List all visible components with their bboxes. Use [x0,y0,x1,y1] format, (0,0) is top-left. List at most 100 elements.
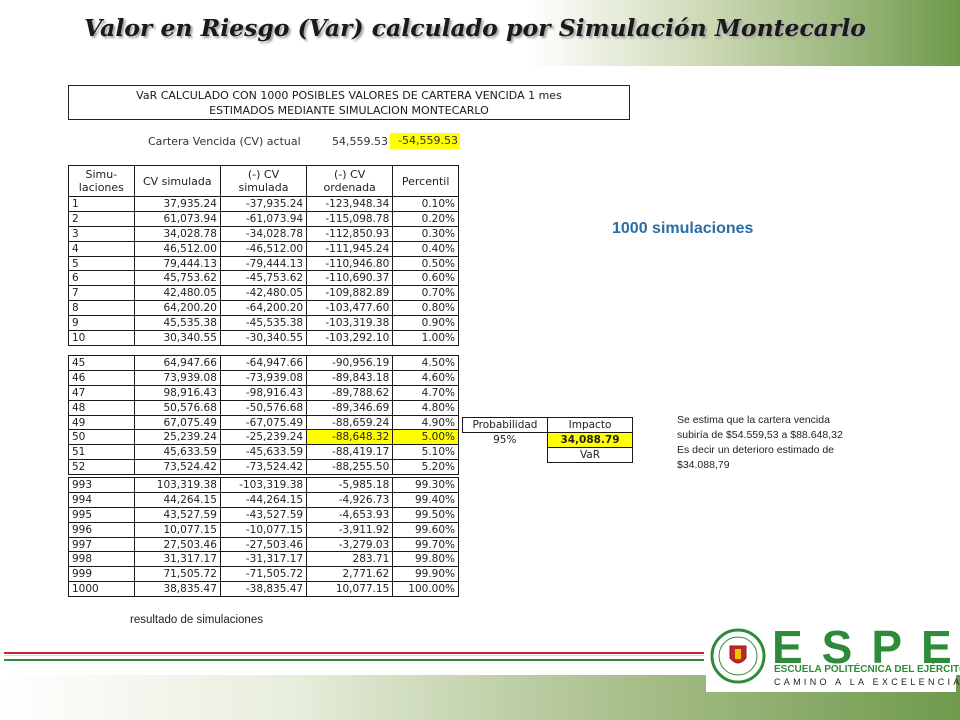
cell-neg-cv-ordenada: -88,659.24 [306,414,394,431]
cell-neg-cv-simulada: -73,939.08 [219,369,308,386]
note-line-4: $34.088,79 [677,459,730,471]
cell-neg-cv-ordenada: -3,279.03 [306,536,394,553]
cell-neg-cv-ordenada: -110,946.80 [306,255,394,272]
cell-cv-simulada: 45,753.62 [133,270,221,287]
cell-neg-cv-simulada: -31,317.17 [219,551,308,568]
cell-neg-cv-simulada: -98,916.43 [219,384,308,401]
cell-simulation: 997 [68,536,135,553]
cell-neg-cv-simulada: -30,340.55 [219,330,308,346]
cell-simulation: 2 [68,210,135,227]
table-row: 1 37,935.24 -37,935.24 -123,948.34 0.10% [68,196,459,212]
table-row: 46 73,939.08 -73,939.08 -89,843.18 4.60% [68,369,459,386]
stripe-red [4,652,704,654]
note-line-1: Se estima que la cartera vencida [677,414,830,426]
cell-cv-simulada: 38,835.47 [133,581,221,598]
cell-cv-simulada: 37,935.24 [133,196,221,212]
cell-simulation: 1 [68,196,135,212]
cell-percentil: 0.90% [392,315,459,332]
table-row: 6 45,753.62 -45,753.62 -110,690.37 0.60% [68,270,459,287]
cell-neg-cv-simulada: -73,524.42 [219,459,308,476]
cell-simulation: 1000 [68,581,135,598]
cell-cv-simulada: 44,264.15 [133,491,221,508]
cell-neg-cv-ordenada: -110,690.37 [306,270,394,287]
espe-logo-motto: CAMINO A LA EXCELENCIA [774,677,960,687]
cell-simulation: 9 [68,315,135,332]
cell-percentil: 0.40% [392,240,459,257]
cell-cv-simulada: 98,916.43 [133,384,221,401]
cell-percentil: 99.60% [392,521,459,538]
var-result-table: Probabilidad Impacto 95% 34,088.79 VaR [462,417,633,463]
probability-header: Probabilidad [462,417,548,433]
cell-percentil: 4.80% [392,399,459,416]
cell-neg-cv-ordenada: -89,788.62 [306,384,394,401]
espe-logo-subtitle: ESCUELA POLITÉCNICA DEL EJÉRCITO [774,664,960,675]
cell-cv-simulada: 10,077.15 [133,521,221,538]
cell-cv-simulada: 25,239.24 [133,429,221,446]
header-neg-cv-ordenada: (-) CV ordenada [306,165,394,197]
cell-cv-simulada: 79,444.13 [133,255,221,272]
table-row: 50 25,239.24 -25,239.24 -88,648.32 5.00% [68,429,459,446]
stripe-green [4,659,704,661]
cell-neg-cv-ordenada: -4,653.93 [306,506,394,523]
cell-percentil: 0.70% [392,285,459,302]
cell-cv-simulada: 30,340.55 [133,330,221,346]
cell-cv-simulada: 43,527.59 [133,506,221,523]
table-row: 10 30,340.55 -30,340.55 -103,292.10 1.00% [68,330,459,346]
cell-cv-simulada: 67,075.49 [133,414,221,431]
table-row: 2 61,073.94 -61,073.94 -115,098.78 0.20% [68,210,459,227]
cell-neg-cv-simulada: -38,835.47 [219,581,308,598]
simulation-rows-middle: 45 64,947.66 -64,947.66 -90,956.19 4.50% 46 73… [68,355,459,476]
cell-neg-cv-ordenada: -89,843.18 [306,369,394,386]
table-row: 996 10,077.15 -10,077.15 -3,911.92 99.60% [68,521,459,538]
espe-logo-wordmark: ESPE [772,621,960,673]
estimate-note: Se estima que la cartera vencida subiría… [677,413,907,473]
cell-percentil: 0.10% [392,196,459,212]
cell-neg-cv-ordenada: -88,419.17 [306,444,394,461]
simulation-rows-last: 993 103,319.38 -103,319.38 -5,985.18 99.30% 9… [68,477,459,598]
cell-percentil: 99.90% [392,566,459,583]
cell-percentil: 100.00% [392,581,459,598]
cell-neg-cv-simulada: -103,319.38 [219,477,308,493]
cell-simulation: 4 [68,240,135,257]
cell-neg-cv-simulada: -79,444.13 [219,255,308,272]
cell-simulation: 46 [68,369,135,386]
current-cv-value: 54,559.53 [332,135,388,148]
table-caption: resultado de simulaciones [130,614,263,626]
cell-simulation: 996 [68,521,135,538]
cell-simulation: 994 [68,491,135,508]
cell-neg-cv-ordenada: -5,985.18 [306,477,394,493]
cell-simulation: 50 [68,429,135,446]
table-row: 9 45,535.38 -45,535.38 -103,319.38 0.90% [68,315,459,332]
cell-simulation: 3 [68,225,135,242]
cell-neg-cv-ordenada: -3,911.92 [306,521,394,538]
cell-simulation: 45 [68,355,135,371]
banner-line-2: ESTIMADOS MEDIANTE SIMULACION MONTECARLO [209,104,489,117]
cell-neg-cv-simulada: -10,077.15 [219,521,308,538]
espe-seal-icon [710,628,766,684]
cell-cv-simulada: 64,200.20 [133,300,221,317]
current-cv-label: Cartera Vencida (CV) actual [148,135,301,148]
cell-neg-cv-ordenada: -112,850.93 [306,225,394,242]
cell-percentil: 99.50% [392,506,459,523]
cell-simulation: 10 [68,330,135,346]
cell-cv-simulada: 27,503.46 [133,536,221,553]
cell-percentil: 5.00% [392,429,459,446]
table-row: 4 46,512.00 -46,512.00 -111,945.24 0.40% [68,240,459,257]
header-neg-cv-simulada: (-) CV simulada [219,165,308,197]
cell-cv-simulada: 61,073.94 [133,210,221,227]
table-row: 8 64,200.20 -64,200.20 -103,477.60 0.80% [68,300,459,317]
cell-simulation: 5 [68,255,135,272]
cell-percentil: 4.50% [392,355,459,371]
header-simulaciones: Simu- laciones [68,165,135,197]
cell-neg-cv-simulada: -44,264.15 [219,491,308,508]
cell-simulation: 48 [68,399,135,416]
cell-simulation: 8 [68,300,135,317]
banner-line-1: VaR CALCULADO CON 1000 POSIBLES VALORES … [136,89,562,102]
cell-percentil: 1.00% [392,330,459,346]
cell-percentil: 4.90% [392,414,459,431]
cell-percentil: 0.60% [392,270,459,287]
cell-neg-cv-ordenada: -90,956.19 [306,355,394,371]
cell-neg-cv-ordenada: -103,319.38 [306,315,394,332]
table-row: 45 64,947.66 -64,947.66 -90,956.19 4.50% [68,355,459,371]
cell-cv-simulada: 45,535.38 [133,315,221,332]
